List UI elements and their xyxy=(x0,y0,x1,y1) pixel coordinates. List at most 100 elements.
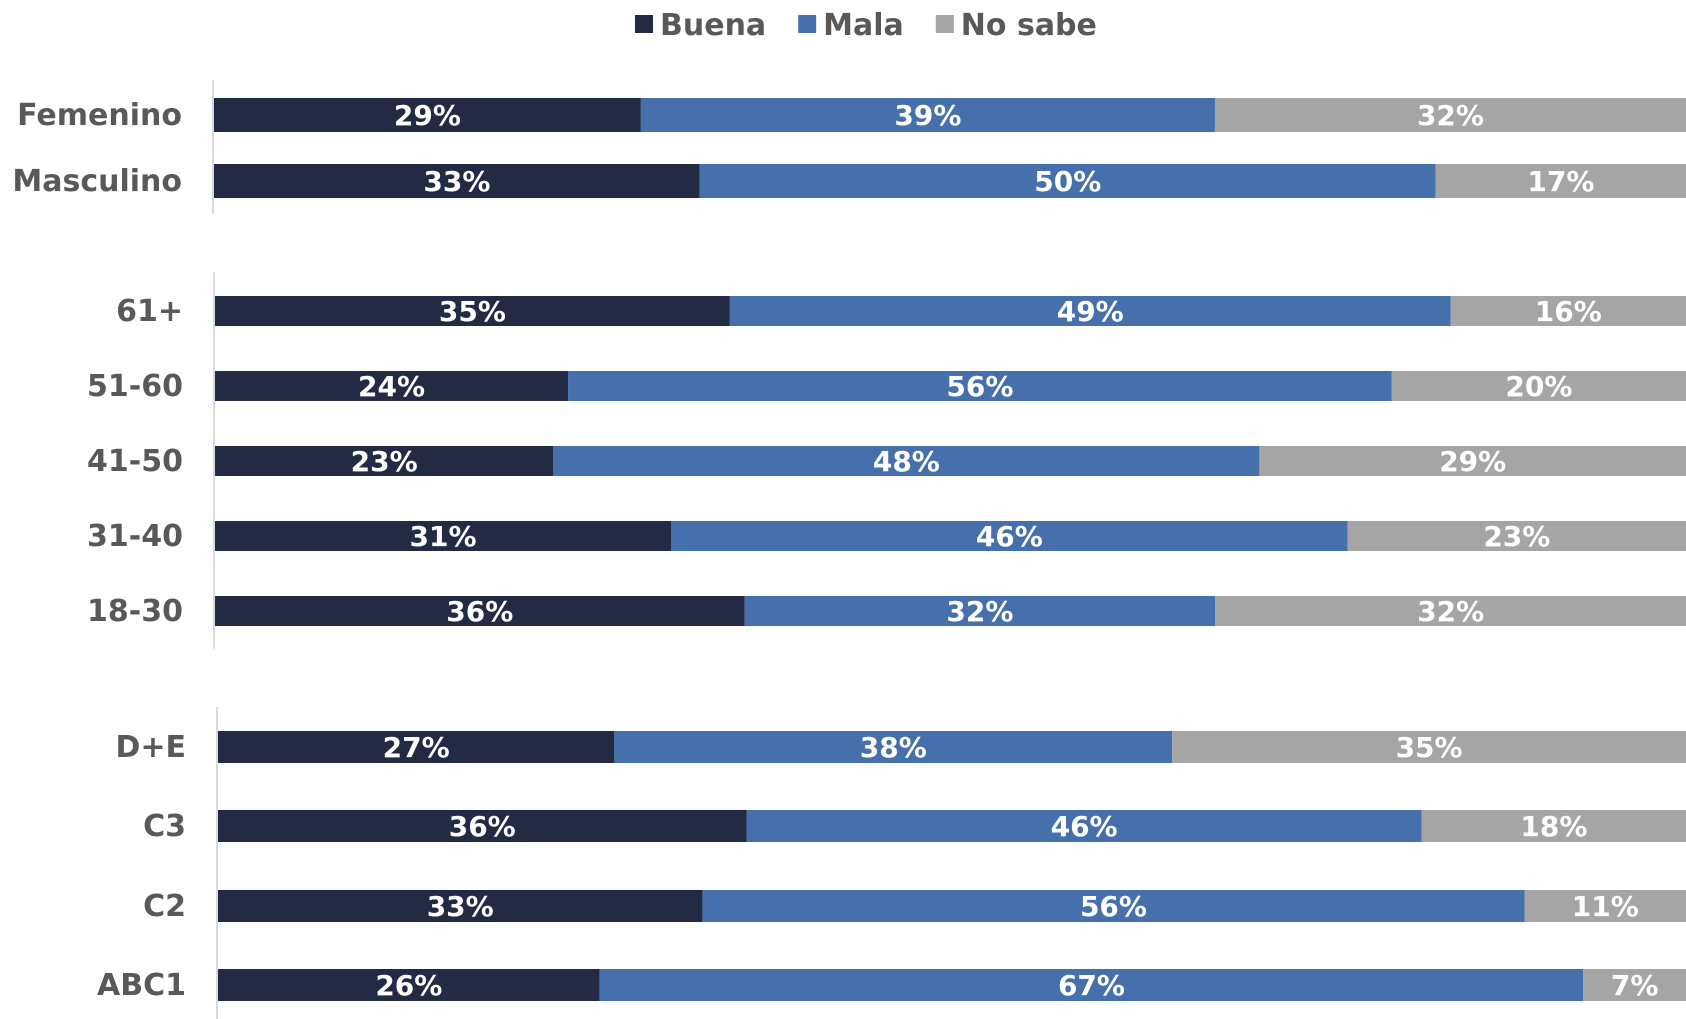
bar-femenino-buena xyxy=(214,98,641,132)
data-label-femenino-mala: 39% xyxy=(894,99,961,132)
category-labels: Femenino Masculino 61+ 51-60 41-50 31-40 18-30… xyxy=(12,98,186,1003)
bar-61-plus-mala xyxy=(729,296,1451,326)
bar-51-60-no-sabe xyxy=(1391,371,1686,401)
data-label-c3-buena: 36% xyxy=(449,810,516,843)
data-label-61-plus-no-sabe: 16% xyxy=(1535,295,1602,328)
legend: Buena Mala No sabe xyxy=(635,8,1097,43)
bar-18-30-no-sabe xyxy=(1215,596,1686,626)
data-label-masculino-no-sabe: 17% xyxy=(1527,165,1594,198)
bar-row-abc1: 26% 67% 7% xyxy=(218,969,1686,1002)
category-label-51-60: 51-60 xyxy=(87,369,183,404)
bar-femenino-mala xyxy=(640,98,1215,132)
legend-label-buena: Buena xyxy=(660,8,766,43)
bar-abc1-no-sabe xyxy=(1583,969,1686,1001)
bar-18-30-mala xyxy=(744,596,1216,626)
bar-femenino-no-sabe xyxy=(1214,98,1686,132)
category-label-41-50: 41-50 xyxy=(87,444,183,479)
bar-d-pluse-buena xyxy=(218,731,615,763)
category-label-femenino: Femenino xyxy=(17,98,182,133)
bar-d-pluse-mala xyxy=(614,731,1173,763)
data-label-41-50-mala: 48% xyxy=(873,445,940,478)
bar-41-50-no-sabe xyxy=(1259,446,1686,476)
bar-row-61-plus: 35% 49% 16% xyxy=(215,295,1686,328)
category-label-masculino: Masculino xyxy=(12,164,182,199)
category-label-d-pluse: D+E xyxy=(115,730,186,765)
legend-item-no-sabe: No sabe xyxy=(935,8,1097,43)
bar-masculino-mala xyxy=(699,164,1436,198)
data-label-abc1-no-sabe: 7% xyxy=(1611,969,1659,1002)
data-label-61-plus-mala: 49% xyxy=(1057,295,1124,328)
bar-row-d-pluse: 27% 38% 35% xyxy=(218,731,1686,764)
data-label-femenino-no-sabe: 32% xyxy=(1417,99,1484,132)
legend-label-mala: Mala xyxy=(823,8,904,43)
data-label-femenino-buena: 29% xyxy=(394,99,461,132)
bar-row-femenino: 29% 39% 32% xyxy=(214,98,1686,132)
bar-masculino-no-sabe xyxy=(1435,164,1686,198)
data-label-41-50-no-sabe: 29% xyxy=(1439,445,1506,478)
category-label-abc1: ABC1 xyxy=(97,968,186,1003)
data-label-18-30-no-sabe: 32% xyxy=(1417,595,1484,628)
data-label-51-60-buena: 24% xyxy=(358,370,425,403)
legend-item-mala: Mala xyxy=(798,8,904,43)
data-label-masculino-mala: 50% xyxy=(1034,165,1101,198)
data-label-c3-mala: 46% xyxy=(1051,810,1118,843)
bar-row-41-50: 23% 48% 29% xyxy=(215,445,1686,478)
bar-61-plus-buena xyxy=(215,296,730,326)
data-label-31-40-buena: 31% xyxy=(409,520,476,553)
legend-swatch-buena xyxy=(635,15,653,33)
data-label-51-60-mala: 56% xyxy=(946,370,1013,403)
bar-abc1-buena xyxy=(218,969,600,1001)
bar-row-31-40: 31% 46% 23% xyxy=(215,520,1686,553)
data-label-masculino-buena: 33% xyxy=(423,165,490,198)
legend-label-no-sabe: No sabe xyxy=(961,8,1097,43)
data-label-c2-no-sabe: 11% xyxy=(1572,890,1639,923)
bar-c2-mala xyxy=(702,890,1525,922)
data-label-18-30-mala: 32% xyxy=(946,595,1013,628)
data-label-c3-no-sabe: 18% xyxy=(1520,810,1587,843)
bar-31-40-mala xyxy=(671,521,1348,551)
legend-swatch-mala xyxy=(798,15,817,33)
category-label-c3: C3 xyxy=(143,809,186,844)
bar-41-50-mala xyxy=(553,446,1260,476)
bar-c2-no-sabe xyxy=(1524,890,1686,922)
bar-c3-mala xyxy=(746,810,1422,842)
bar-18-30-buena xyxy=(215,596,745,626)
bar-51-60-buena xyxy=(215,371,569,401)
category-label-31-40: 31-40 xyxy=(87,519,183,554)
bar-masculino-buena xyxy=(214,164,700,198)
data-label-18-30-buena: 36% xyxy=(446,595,513,628)
bar-31-40-no-sabe xyxy=(1347,521,1686,551)
bar-row-c3: 36% 46% 18% xyxy=(218,810,1686,843)
legend-item-buena: Buena xyxy=(635,8,766,43)
data-label-abc1-mala: 67% xyxy=(1058,969,1125,1002)
bar-61-plus-no-sabe xyxy=(1450,296,1686,326)
bar-d-pluse-no-sabe xyxy=(1172,731,1686,763)
data-label-abc1-buena: 26% xyxy=(375,969,442,1002)
legend-swatch-no-sabe xyxy=(935,15,954,33)
bar-row-18-30: 36% 32% 32% xyxy=(215,595,1686,628)
bar-row-51-60: 24% 56% 20% xyxy=(215,370,1686,403)
data-label-c2-buena: 33% xyxy=(427,890,494,923)
data-label-51-60-no-sabe: 20% xyxy=(1505,370,1572,403)
bar-abc1-mala xyxy=(599,969,1584,1001)
data-label-d-pluse-mala: 38% xyxy=(860,731,927,764)
data-label-31-40-no-sabe: 23% xyxy=(1483,520,1550,553)
data-label-41-50-buena: 23% xyxy=(351,445,418,478)
bars: 29% 39% 32% 33% 50% 17% 35% 49% 16% 24% 56% 20% 23% 4… xyxy=(214,98,1686,1002)
category-label-61-plus: 61+ xyxy=(116,294,183,329)
bar-31-40-buena xyxy=(215,521,672,551)
data-label-c2-mala: 56% xyxy=(1080,890,1147,923)
bar-41-50-buena xyxy=(215,446,554,476)
bar-row-masculino: 33% 50% 17% xyxy=(214,164,1686,198)
bar-c3-no-sabe xyxy=(1421,810,1686,842)
category-label-18-30: 18-30 xyxy=(87,594,183,629)
data-label-d-pluse-buena: 27% xyxy=(383,731,450,764)
data-label-d-pluse-no-sabe: 35% xyxy=(1396,731,1463,764)
bar-row-c2: 33% 56% 11% xyxy=(218,890,1686,923)
bar-c2-buena xyxy=(218,890,703,922)
bar-51-60-mala xyxy=(568,371,1392,401)
category-label-c2: C2 xyxy=(143,889,186,924)
data-label-31-40-mala: 46% xyxy=(976,520,1043,553)
data-label-61-plus-buena: 35% xyxy=(439,295,506,328)
